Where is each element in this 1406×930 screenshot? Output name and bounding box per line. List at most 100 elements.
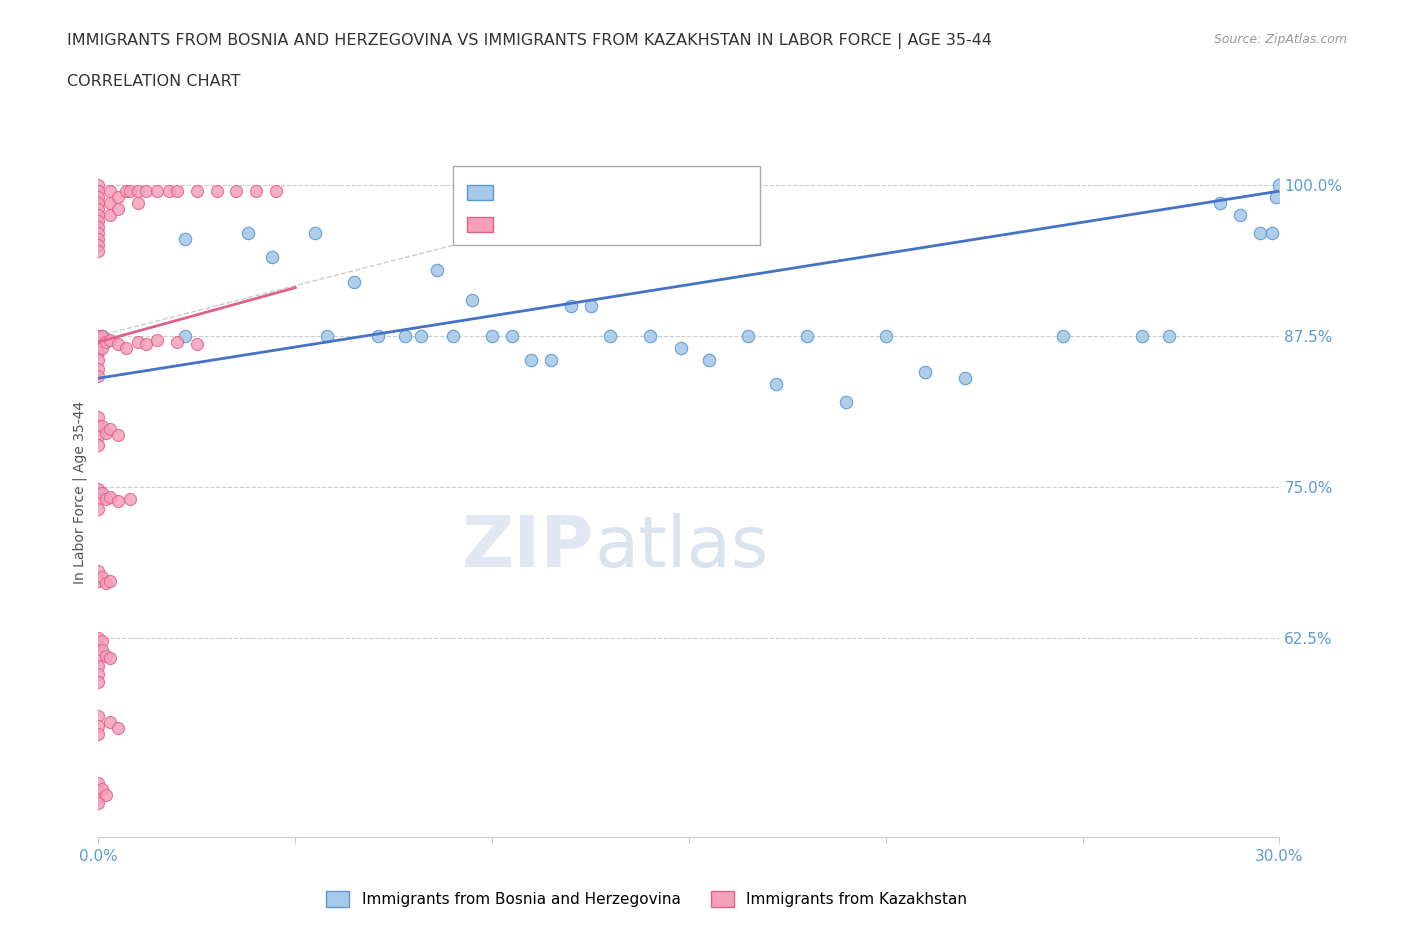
- Point: [737, 328, 759, 343]
- Point: [87, 796, 110, 811]
- Text: R = 0.570   N = 40: R = 0.570 N = 40: [508, 183, 678, 201]
- Point: [1268, 178, 1291, 193]
- Point: [127, 195, 149, 210]
- Point: [87, 419, 110, 434]
- Point: [87, 328, 110, 343]
- Point: [411, 328, 433, 343]
- Point: [174, 328, 197, 343]
- Point: [520, 352, 543, 367]
- Point: [87, 361, 110, 376]
- Point: [146, 332, 169, 347]
- Point: [697, 352, 720, 367]
- Point: [127, 335, 149, 350]
- Point: [87, 727, 110, 742]
- Point: [87, 667, 110, 682]
- Text: atlas: atlas: [595, 513, 769, 582]
- Point: [186, 183, 208, 198]
- Point: [87, 352, 110, 367]
- Point: [91, 643, 114, 658]
- Point: [118, 183, 141, 198]
- Point: [87, 675, 110, 690]
- Point: [343, 274, 366, 289]
- Point: [367, 328, 389, 343]
- Point: [98, 421, 121, 436]
- FancyBboxPatch shape: [453, 166, 759, 246]
- Point: [87, 202, 110, 217]
- Point: [914, 365, 936, 379]
- Point: [96, 425, 118, 440]
- Point: [87, 207, 110, 222]
- Point: [394, 328, 416, 343]
- Point: [1130, 328, 1153, 343]
- Text: ZIP: ZIP: [463, 513, 595, 582]
- Point: [98, 332, 121, 347]
- Point: [87, 244, 110, 259]
- Point: [87, 639, 110, 654]
- Point: [796, 328, 818, 343]
- Point: [953, 371, 976, 386]
- Point: [91, 485, 114, 500]
- Point: [1052, 328, 1074, 343]
- Point: [87, 709, 110, 724]
- Point: [540, 352, 562, 367]
- Point: [87, 337, 110, 352]
- Point: [461, 292, 484, 307]
- Point: [765, 377, 787, 392]
- Point: [315, 328, 337, 343]
- Point: [87, 790, 110, 805]
- Point: [87, 178, 110, 193]
- Point: [135, 183, 157, 198]
- Point: [236, 226, 259, 241]
- Point: [87, 344, 110, 359]
- Point: [174, 232, 197, 246]
- Point: [107, 428, 129, 443]
- Point: [579, 299, 602, 313]
- Point: [245, 183, 267, 198]
- Point: [1229, 207, 1251, 222]
- Point: [157, 183, 180, 198]
- Point: [205, 183, 228, 198]
- Point: [98, 183, 121, 198]
- Point: [87, 238, 110, 253]
- Point: [87, 195, 110, 210]
- Point: [304, 226, 326, 241]
- Point: [135, 337, 157, 352]
- Point: [875, 328, 897, 343]
- Point: [87, 190, 110, 205]
- Point: [1159, 328, 1181, 343]
- Point: [166, 183, 188, 198]
- Point: [98, 207, 121, 222]
- Point: [107, 721, 129, 736]
- Point: [91, 570, 114, 585]
- Text: Source: ZipAtlas.com: Source: ZipAtlas.com: [1213, 33, 1347, 46]
- Point: [501, 328, 523, 343]
- Point: [91, 419, 114, 434]
- Text: IMMIGRANTS FROM BOSNIA AND HERZEGOVINA VS IMMIGRANTS FROM KAZAKHSTAN IN LABOR FO: IMMIGRANTS FROM BOSNIA AND HERZEGOVINA V…: [67, 33, 993, 48]
- Point: [441, 328, 464, 343]
- Point: [1260, 226, 1282, 241]
- Text: R = 0.210   N = 91: R = 0.210 N = 91: [508, 216, 678, 233]
- Point: [87, 574, 110, 589]
- Point: [87, 219, 110, 234]
- Bar: [467, 184, 494, 200]
- Point: [1264, 190, 1286, 205]
- Point: [107, 494, 129, 509]
- Point: [98, 489, 121, 504]
- Point: [426, 262, 449, 277]
- Point: [91, 340, 114, 355]
- Point: [87, 631, 110, 645]
- Point: [98, 574, 121, 589]
- Point: [87, 429, 110, 444]
- Point: [115, 340, 138, 355]
- Point: [87, 501, 110, 516]
- Point: [835, 395, 858, 410]
- Point: [91, 634, 114, 649]
- Point: [87, 183, 110, 198]
- Point: [115, 183, 138, 198]
- Point: [87, 776, 110, 790]
- Point: [96, 576, 118, 591]
- Point: [98, 651, 121, 666]
- Point: [96, 788, 118, 803]
- Point: [87, 784, 110, 799]
- Point: [87, 658, 110, 673]
